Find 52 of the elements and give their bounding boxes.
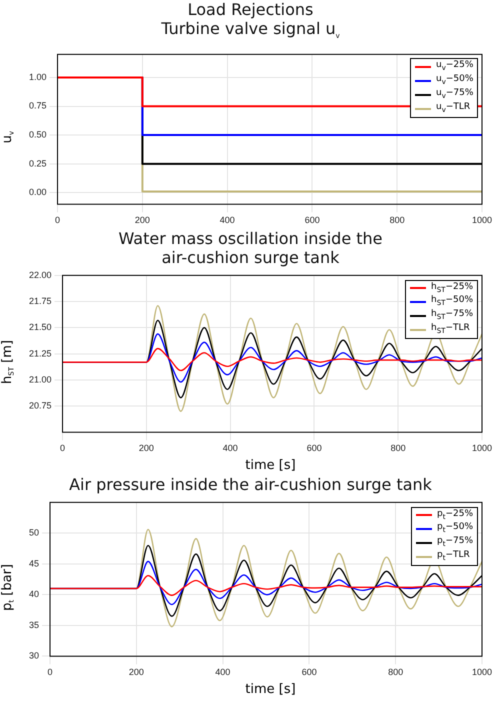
- x-tick-label: 400: [222, 443, 238, 454]
- x-tick-label: 0: [60, 443, 66, 454]
- x-tick-label: 400: [220, 215, 235, 226]
- x-tick-label: 600: [302, 667, 317, 678]
- legend-label: p$_{t}$−25%: [437, 508, 474, 522]
- x-tick-label: 200: [138, 443, 154, 454]
- x-tick-label: 800: [390, 215, 405, 226]
- y-tick-label: 21.75: [28, 296, 52, 306]
- y-tick-label: 21.25: [28, 348, 52, 358]
- x-tick-label: 0: [55, 215, 60, 226]
- x-tick-label: 600: [304, 215, 320, 226]
- legend-label: h$_{ST}$−50%: [431, 295, 473, 309]
- y-tick-label: 35: [28, 620, 40, 630]
- y-tick-label: 0.50: [28, 130, 47, 140]
- x-tick-label: 1000: [472, 215, 492, 226]
- chart-title: Load Rejections: [188, 0, 314, 19]
- legend-label: u$_{v}$−TLR: [436, 102, 470, 116]
- y-tick-label: 20.75: [28, 400, 52, 411]
- x-tick-label: 800: [390, 443, 406, 454]
- x-axis-title: time [s]: [244, 681, 297, 700]
- legend-label: u$_{v}$−75%: [436, 88, 474, 102]
- legend-label: p$_{t}$−50%: [437, 522, 474, 536]
- legend-label: h$_{ST}$−25%: [431, 282, 473, 295]
- y-tick-label: 45: [28, 558, 40, 569]
- y-tick-label: 40: [28, 589, 40, 600]
- y-tick-label: 0.25: [28, 158, 47, 169]
- y-tick-label: 21.00: [28, 374, 52, 385]
- x-tick-label: 800: [388, 667, 404, 678]
- y-tick-label: 1.00: [28, 72, 47, 82]
- x-tick-label: 200: [134, 215, 150, 226]
- x-tick-label: 200: [128, 667, 144, 678]
- x-tick-label: 400: [215, 667, 230, 678]
- legend-label: u$_{v}$−25%: [436, 60, 474, 74]
- chart-title: Water mass oscillation inside the air-cushion surge tank: [117, 229, 384, 268]
- legend-label: p$_{t}$−75%: [437, 536, 474, 550]
- y-tick-label: 50: [28, 528, 40, 538]
- x-tick-label: 0: [48, 667, 53, 678]
- y-tick-label: 30: [28, 650, 40, 661]
- x-tick-label: 1000: [472, 667, 492, 678]
- x-axis-title: time [s]: [244, 457, 297, 476]
- y-tick-label: 22.00: [28, 270, 52, 280]
- chart-title: Air pressure inside the air-cushion surge tank: [68, 475, 433, 494]
- x-tick-label: 600: [306, 443, 322, 454]
- y-tick-label: 21.50: [28, 322, 52, 332]
- chart-subtitle: Turbine valve signal u$_{v}$: [161, 19, 340, 40]
- y-tick-label: 0.75: [28, 100, 47, 111]
- legend-label: h$_{ST}$−75%: [431, 309, 473, 323]
- legend-label: u$_{v}$−50%: [436, 74, 474, 88]
- x-tick-label: 1000: [472, 443, 492, 454]
- legend-label: p$_{t}$−TLR: [437, 550, 470, 564]
- legend-label: h$_{ST}$−TLR: [431, 322, 470, 337]
- y-tick-label: 0.00: [28, 187, 47, 198]
